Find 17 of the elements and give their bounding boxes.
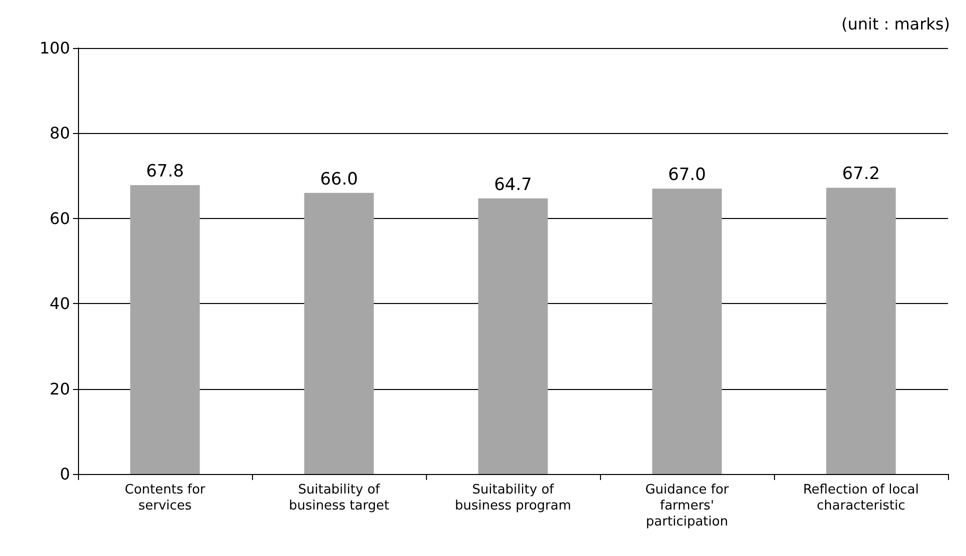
x-tick-label: Suitability of business target (288, 482, 390, 514)
x-tick-label: Guidance for farmers' participation (645, 482, 730, 530)
y-tick-label: 0 (60, 464, 70, 484)
data-label: 67.8 (146, 162, 184, 182)
y-tick-label: 100 (39, 38, 70, 58)
y-tick-label: 40 (50, 294, 70, 314)
x-tick-label: Reflection of local characteristic (803, 482, 919, 514)
y-tick-label: 20 (50, 379, 70, 398)
text: (unit : marks) (841, 14, 950, 34)
data-label: 67.2 (842, 164, 880, 184)
data-label: 66.0 (320, 169, 358, 190)
data-label: 64.7 (494, 174, 532, 195)
x-tick-label: Suitability of business program (454, 482, 572, 514)
y-tick-label: 60 (50, 208, 70, 228)
y-tick-label: 80 (50, 124, 70, 143)
x-tick-label: Contents for services (124, 482, 206, 514)
data-label: 67.0 (668, 165, 706, 186)
